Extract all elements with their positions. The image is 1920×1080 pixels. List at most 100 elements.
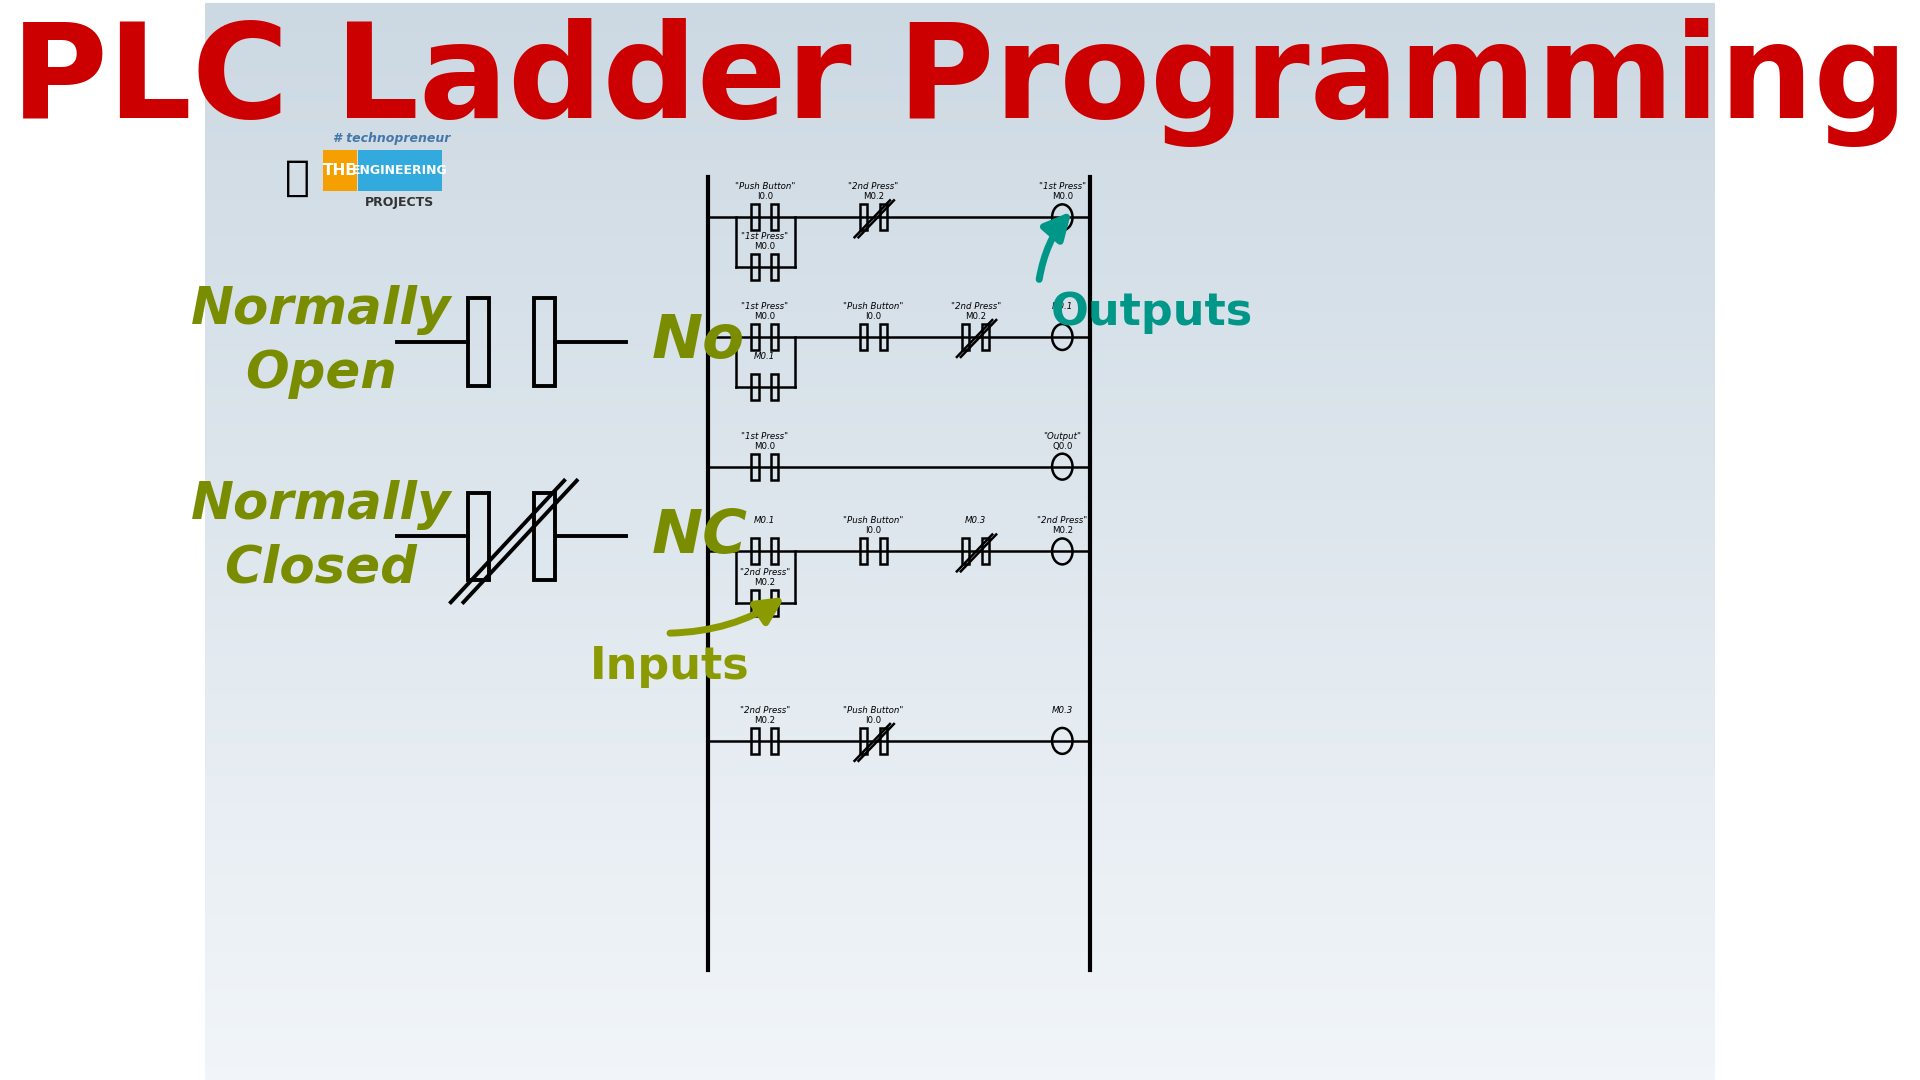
Bar: [205, 99, 1715, 105]
Bar: [205, 348, 1715, 353]
Bar: [751, 374, 758, 400]
Bar: [205, 568, 1715, 573]
Bar: [205, 153, 1715, 159]
Bar: [205, 940, 1715, 945]
Bar: [205, 234, 1715, 240]
Text: M0.2: M0.2: [966, 312, 987, 321]
Text: I0.0: I0.0: [866, 526, 881, 536]
Bar: [205, 519, 1715, 525]
Bar: [205, 988, 1715, 994]
Bar: [205, 315, 1715, 321]
Bar: [205, 671, 1715, 676]
Bar: [205, 482, 1715, 487]
Bar: [205, 918, 1715, 923]
Bar: [205, 487, 1715, 492]
Bar: [205, 762, 1715, 768]
Bar: [772, 539, 778, 565]
Bar: [205, 676, 1715, 681]
Text: "2nd Press": "2nd Press": [739, 568, 789, 578]
Bar: [205, 492, 1715, 498]
Bar: [205, 907, 1715, 913]
Bar: [205, 402, 1715, 407]
Text: Q0.0: Q0.0: [1052, 442, 1073, 450]
Bar: [205, 854, 1715, 860]
FancyBboxPatch shape: [323, 149, 357, 191]
Text: PROJECTS: PROJECTS: [365, 195, 434, 208]
Text: "2nd Press": "2nd Press": [849, 183, 899, 191]
Bar: [860, 728, 868, 754]
Bar: [534, 492, 555, 580]
Bar: [205, 746, 1715, 752]
Bar: [205, 68, 1715, 73]
Bar: [205, 477, 1715, 482]
Bar: [205, 860, 1715, 865]
Bar: [205, 46, 1715, 52]
Bar: [772, 204, 778, 230]
Bar: [205, 999, 1715, 1004]
Bar: [205, 9, 1715, 14]
Bar: [962, 324, 970, 350]
Bar: [205, 525, 1715, 530]
Text: I0.0: I0.0: [866, 716, 881, 725]
Bar: [205, 19, 1715, 25]
Bar: [205, 509, 1715, 514]
Bar: [205, 1004, 1715, 1010]
Bar: [205, 472, 1715, 477]
Bar: [205, 467, 1715, 472]
Bar: [205, 132, 1715, 137]
Bar: [205, 191, 1715, 197]
Bar: [860, 539, 868, 565]
Bar: [205, 294, 1715, 299]
Bar: [205, 827, 1715, 833]
Bar: [205, 967, 1715, 972]
Bar: [205, 267, 1715, 272]
Bar: [879, 204, 887, 230]
Bar: [205, 375, 1715, 380]
Bar: [205, 73, 1715, 78]
Text: "1st Press": "1st Press": [1039, 183, 1087, 191]
Text: # technopreneur: # technopreneur: [332, 132, 449, 145]
Bar: [205, 440, 1715, 445]
Bar: [468, 298, 488, 386]
Bar: [205, 240, 1715, 245]
Bar: [205, 627, 1715, 633]
Bar: [981, 324, 989, 350]
Bar: [205, 703, 1715, 708]
Bar: [205, 423, 1715, 429]
Bar: [205, 649, 1715, 654]
Text: "1st Press": "1st Press": [741, 232, 789, 241]
Bar: [205, 337, 1715, 342]
Bar: [205, 342, 1715, 348]
Bar: [205, 902, 1715, 907]
Bar: [860, 324, 868, 350]
Bar: [205, 36, 1715, 41]
Text: I0.0: I0.0: [756, 192, 774, 201]
Bar: [205, 735, 1715, 741]
Bar: [205, 261, 1715, 267]
Bar: [205, 224, 1715, 229]
Text: M0.0: M0.0: [755, 312, 776, 321]
Bar: [772, 374, 778, 400]
Text: M0.3: M0.3: [1052, 706, 1073, 715]
Bar: [751, 539, 758, 565]
Bar: [205, 143, 1715, 148]
Bar: [205, 730, 1715, 735]
Bar: [205, 1015, 1715, 1021]
Bar: [205, 961, 1715, 967]
Bar: [205, 789, 1715, 795]
Bar: [205, 391, 1715, 396]
Bar: [205, 536, 1715, 541]
Bar: [205, 950, 1715, 956]
Bar: [205, 245, 1715, 251]
Bar: [205, 811, 1715, 816]
Bar: [205, 784, 1715, 789]
Bar: [205, 687, 1715, 692]
Bar: [205, 1064, 1715, 1069]
Bar: [205, 741, 1715, 746]
Bar: [205, 757, 1715, 762]
Bar: [205, 880, 1715, 886]
Bar: [205, 353, 1715, 359]
Bar: [205, 654, 1715, 660]
Text: THE: THE: [323, 163, 357, 178]
Bar: [205, 557, 1715, 563]
